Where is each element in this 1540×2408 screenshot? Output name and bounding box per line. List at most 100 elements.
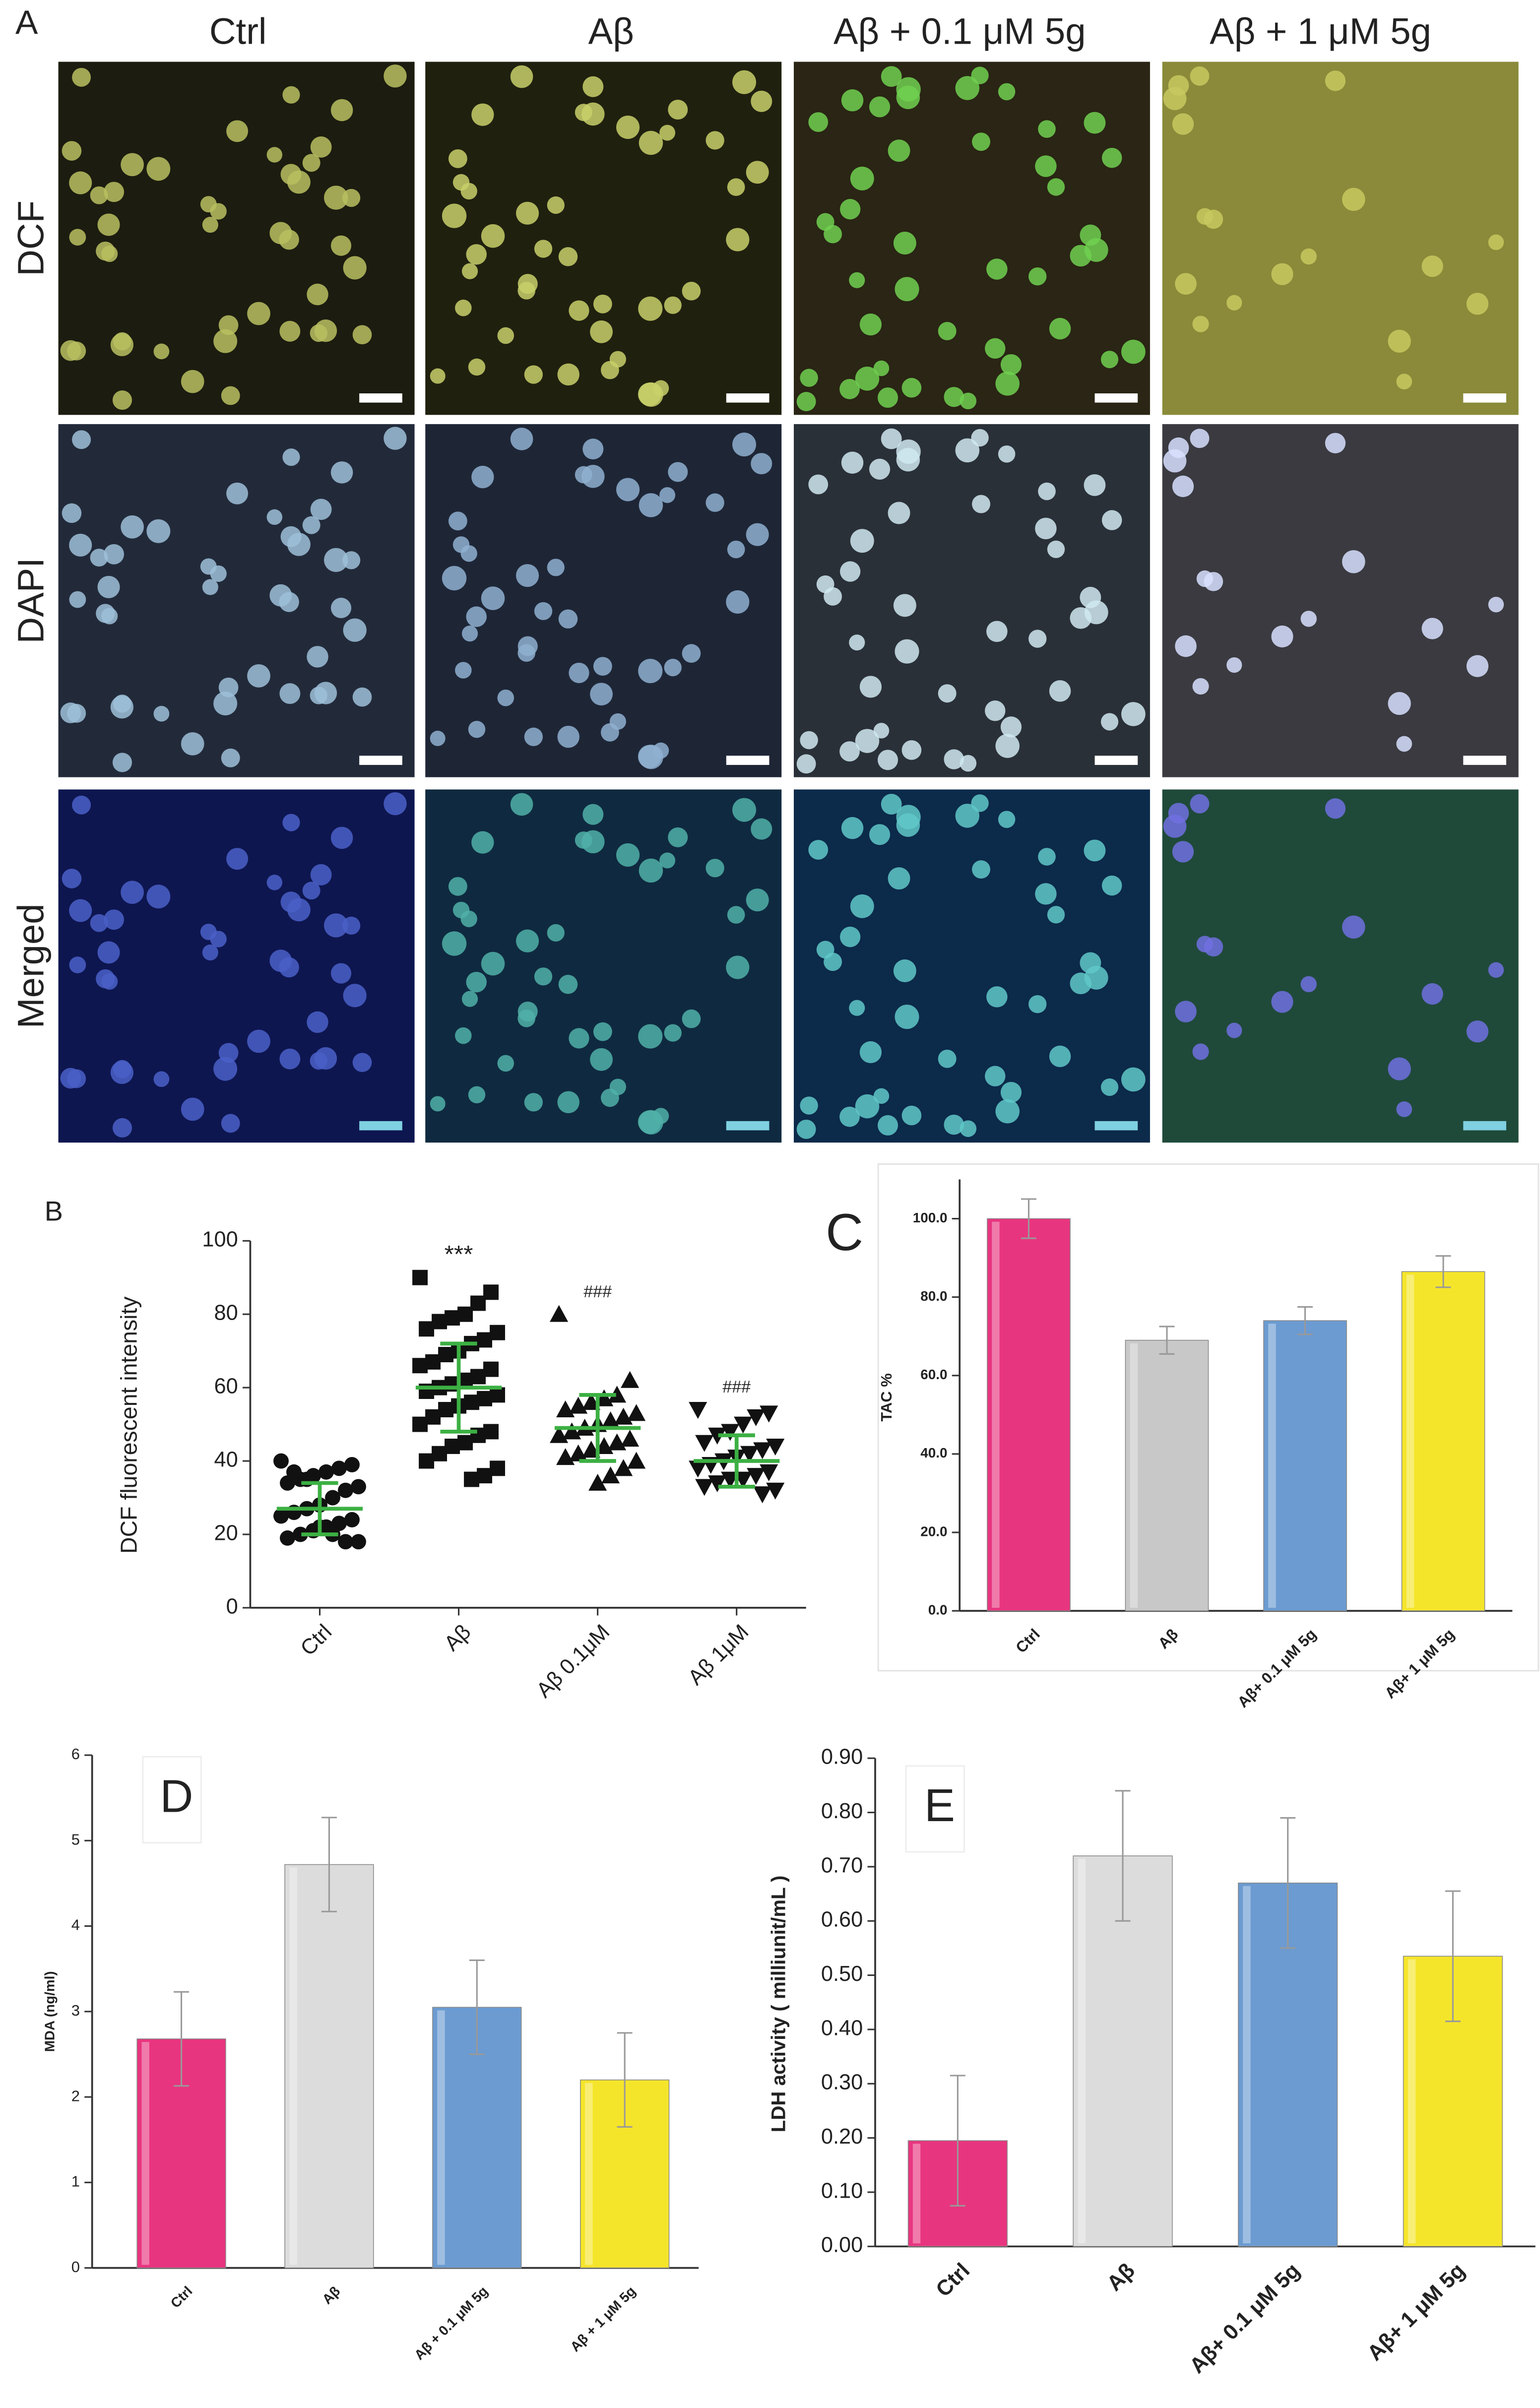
cell: [266, 147, 283, 163]
cell: [590, 683, 613, 706]
cell: [330, 235, 352, 256]
cell: [121, 515, 144, 539]
cell: [310, 136, 332, 158]
cell: [279, 320, 301, 342]
data-point: [331, 1460, 347, 1476]
cell: [210, 931, 227, 948]
scale-bar: [726, 1121, 770, 1131]
cell: [682, 644, 701, 663]
cell: [62, 503, 82, 523]
cell: [307, 646, 328, 668]
cell: [986, 258, 1008, 280]
cell: [877, 750, 898, 770]
cell: [69, 899, 92, 922]
cell: [985, 700, 1006, 721]
y-tick-label: 0.30: [821, 2071, 863, 2094]
cell: [113, 332, 131, 351]
cell: [972, 495, 990, 513]
cell: [282, 814, 300, 831]
cell: [869, 96, 891, 118]
cell: [938, 1049, 957, 1068]
cell: [343, 256, 367, 280]
cell: [442, 931, 467, 956]
cell: [639, 130, 663, 155]
cell: [609, 351, 626, 368]
cell: [121, 153, 144, 177]
cell: [609, 1078, 626, 1095]
cell: [1084, 839, 1106, 862]
cell: [534, 602, 553, 620]
bar-highlight: [1130, 1343, 1138, 1608]
cell: [1421, 255, 1443, 277]
data-point: [490, 1325, 506, 1340]
cell: [343, 618, 367, 642]
data-point: [747, 1409, 766, 1426]
data-point: [445, 1310, 460, 1326]
cell: [1421, 983, 1443, 1005]
cell: [1121, 1067, 1146, 1092]
cell: [888, 867, 910, 890]
data-point: [438, 1347, 454, 1363]
cell: [1070, 972, 1092, 995]
cell: [1190, 66, 1210, 86]
data-point: [419, 1453, 435, 1469]
micrograph: [1162, 789, 1519, 1143]
cell: [202, 217, 218, 233]
cell: [466, 606, 487, 627]
y-tick-label: 0.20: [821, 2125, 863, 2149]
cell: [181, 732, 204, 756]
scale-bar: [1463, 1121, 1506, 1131]
cell: [893, 959, 916, 982]
cell: [287, 533, 311, 556]
panel-label: B: [45, 1196, 63, 1226]
cell: [682, 1009, 701, 1028]
y-tick-label: 0.80: [821, 1799, 863, 1823]
data-point: [734, 1416, 753, 1434]
cell: [1396, 736, 1412, 752]
data-point: [563, 1422, 581, 1440]
data-point: [708, 1427, 727, 1445]
cell: [1488, 234, 1504, 251]
cell: [746, 523, 769, 546]
cell: [873, 360, 890, 377]
y-tick-label: 0.40: [821, 2016, 863, 2040]
cell: [448, 511, 467, 531]
y-tick-label: 20: [214, 1521, 238, 1545]
column-header: Aβ: [588, 10, 634, 52]
y-tick-label: 100.0: [913, 1210, 948, 1225]
y-tick-label: 0: [226, 1594, 238, 1618]
cell: [746, 888, 769, 912]
cell: [97, 575, 120, 598]
cell: [466, 971, 487, 993]
cell: [659, 487, 676, 503]
y-axis-label: LDH activity ( milliunit/mL ): [768, 1876, 790, 2133]
cell: [282, 86, 300, 104]
cell: [1300, 976, 1317, 993]
cell: [639, 493, 663, 517]
cell: [1192, 316, 1209, 332]
cell: [895, 639, 919, 664]
cell: [896, 813, 920, 837]
cell: [510, 793, 533, 816]
cell: [282, 448, 300, 466]
cell: [112, 1118, 132, 1138]
cell: [430, 368, 446, 384]
cell: [800, 731, 818, 750]
cell: [524, 365, 543, 384]
cell: [638, 296, 663, 321]
cell: [468, 358, 486, 376]
cell: [1175, 1001, 1197, 1022]
cell: [302, 154, 321, 172]
cell: [944, 749, 964, 769]
cell: [796, 392, 816, 411]
cell: [547, 196, 565, 214]
cell: [1190, 794, 1210, 814]
cell: [461, 625, 478, 642]
cell: [652, 380, 669, 396]
data-point: [477, 1391, 493, 1406]
cell: [616, 843, 640, 867]
cell: [1466, 1020, 1489, 1043]
column-header: Aβ + 1 μM 5g: [1210, 10, 1431, 52]
cell: [859, 1041, 882, 1064]
